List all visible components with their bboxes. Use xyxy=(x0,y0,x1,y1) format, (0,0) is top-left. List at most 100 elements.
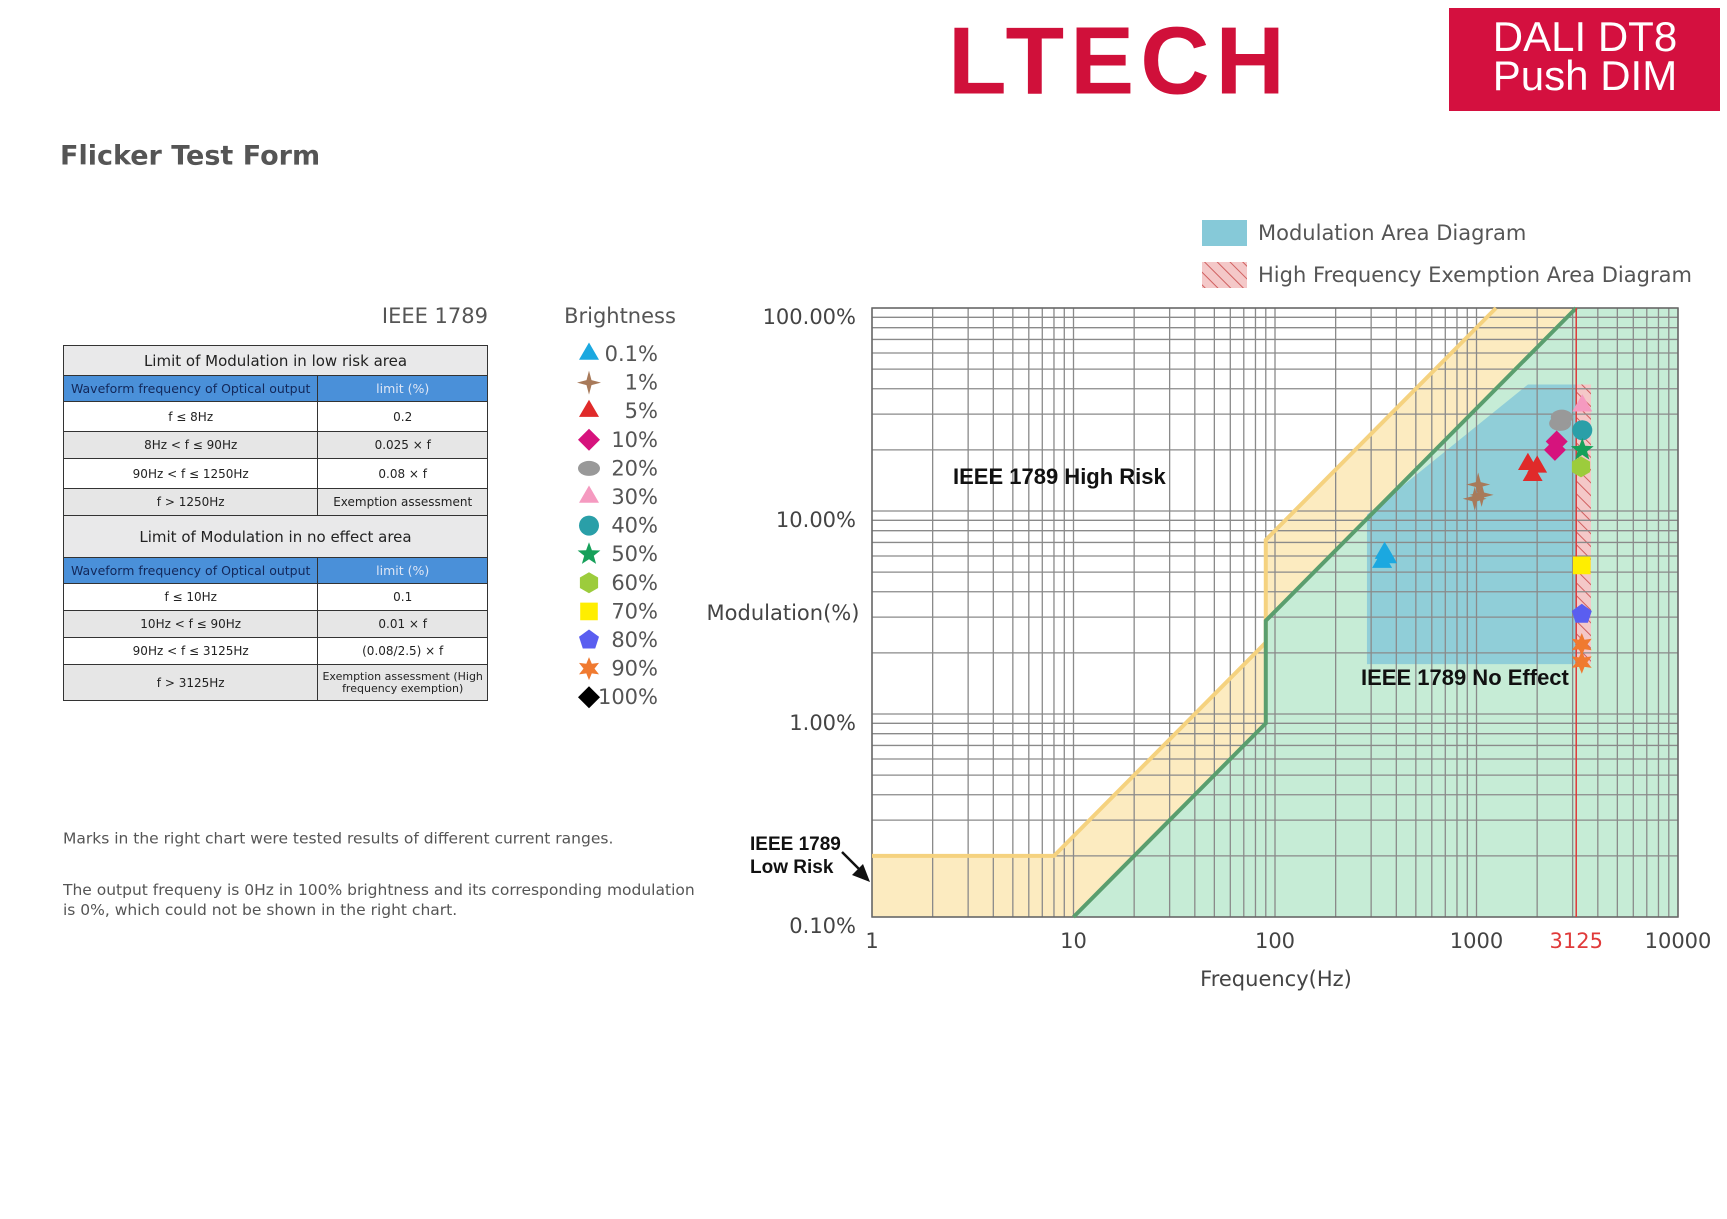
table-cell: 0.1 xyxy=(317,583,488,611)
table-row: Limit of Modulation in no effect area xyxy=(63,515,488,558)
marker xyxy=(1377,546,1398,564)
marker xyxy=(1571,650,1592,674)
marker xyxy=(1466,472,1491,497)
legend-marker xyxy=(578,460,600,476)
marker xyxy=(1462,486,1487,511)
table-cell: 8Hz < f ≤ 90Hz xyxy=(62,431,319,459)
table-cell: 0.2 xyxy=(317,401,488,432)
table-row: f ≤ 8Hz 0.2 xyxy=(62,401,488,432)
table-caption: IEEE 1789 xyxy=(382,304,488,328)
area-legend-swatch xyxy=(1202,262,1247,288)
note: The output frequeny is 0Hz in 100% brigh… xyxy=(63,881,695,919)
legend-label: 100% xyxy=(598,685,658,709)
table-cell: f ≤ 8Hz xyxy=(62,401,319,432)
x-tick-label: 3125 xyxy=(1549,929,1602,953)
note: Marks in the right chart were tested res… xyxy=(63,830,613,848)
annotation: Low Risk xyxy=(750,857,834,878)
table-row: f ≤ 10Hz 0.1 xyxy=(62,583,488,611)
marker xyxy=(1572,420,1593,441)
legend-marker xyxy=(579,342,599,360)
table-row: 8Hz < f ≤ 90Hz 0.025 × f xyxy=(62,431,488,459)
y-axis-label: Modulation(%) xyxy=(707,601,860,625)
legend-label: 40% xyxy=(611,514,658,538)
area-legend-swatch xyxy=(1202,220,1247,246)
table-cell: 10Hz < f ≤ 90Hz xyxy=(62,610,319,638)
badge-text: Push DIM xyxy=(1493,52,1677,99)
table-cell: f ≤ 10Hz xyxy=(62,583,319,611)
marker xyxy=(1550,409,1573,425)
table-row: 10Hz < f ≤ 90Hz 0.01 × f xyxy=(62,610,488,638)
limit-table: Limit of Modulation in low risk area Wave… xyxy=(62,345,488,701)
y-tick-label: 0.10% xyxy=(789,914,856,938)
plot-frame xyxy=(871,307,1679,918)
annotation: IEEE 1789 High Risk xyxy=(953,464,1167,489)
x-tick-label: 1 xyxy=(865,929,878,953)
legend-label: 70% xyxy=(611,599,658,623)
table-cell: limit (%) xyxy=(317,375,488,402)
table-cell: limit (%) xyxy=(317,557,488,584)
table-row: f > 1250Hz Exemption assessment xyxy=(62,488,488,516)
x-tick-label: 10000 xyxy=(1645,929,1712,953)
table-row: Waveform frequency of Optical output limi… xyxy=(62,557,488,584)
legend-marker xyxy=(578,428,600,451)
legend-label: 60% xyxy=(611,571,658,595)
table-cell: Waveform frequency of Optical output xyxy=(62,375,319,402)
legend-label: 1% xyxy=(625,371,658,395)
logo: LTECH xyxy=(948,7,1291,114)
table-cell: Limit of Modulation in low risk area xyxy=(63,345,488,376)
legend-marker xyxy=(579,657,599,681)
x-tick-label: 100 xyxy=(1255,929,1295,953)
marker xyxy=(1572,556,1591,575)
area xyxy=(1366,384,1577,665)
legend-marker xyxy=(580,602,598,621)
area-legend-label: High Frequency Exemption Area Diagram xyxy=(1258,263,1692,287)
marker xyxy=(1572,394,1593,412)
marker xyxy=(1571,456,1591,478)
no-effect-line xyxy=(1072,306,1578,919)
table-cell: 90Hz < f ≤ 1250Hz xyxy=(62,458,319,489)
legend-marker xyxy=(579,399,599,417)
table-cell: Exemption assessment xyxy=(317,488,488,516)
table-cell: 0.025 × f xyxy=(317,431,488,459)
marker xyxy=(1571,603,1592,623)
annotation: IEEE 1789 No Effect xyxy=(1361,665,1570,690)
table-cell: Waveform frequency of Optical output xyxy=(62,557,319,584)
y-tick-label: 1.00% xyxy=(789,711,856,735)
table-cell: 0.01 × f xyxy=(317,610,488,638)
x-tick-label: 10 xyxy=(1060,929,1087,953)
legend-marker xyxy=(577,370,601,395)
area-legend-label: Modulation Area Diagram xyxy=(1258,221,1526,245)
legend-marker xyxy=(579,515,599,536)
legend-marker xyxy=(579,572,599,594)
table-cell: Limit of Modulation in no effect area xyxy=(63,515,488,558)
legend-label: 90% xyxy=(611,657,658,681)
table-cell: (0.08/2.5) × f xyxy=(317,637,488,665)
legend-label: 10% xyxy=(611,428,658,452)
table-cell: 0.08 × f xyxy=(317,458,488,489)
legend-label: 20% xyxy=(611,456,658,480)
legend-title: Brightness xyxy=(564,304,676,328)
legend-marker xyxy=(579,629,599,649)
table-row: 90Hz < f ≤ 3125Hz (0.08/2.5) × f xyxy=(62,637,488,665)
marker xyxy=(1571,633,1592,656)
legend-label: 5% xyxy=(625,399,658,423)
annotation: IEEE 1789 xyxy=(750,834,841,855)
note-box: The output frequeny is 0Hz in 100% brigh… xyxy=(63,881,695,919)
marker xyxy=(1469,482,1494,507)
marker xyxy=(1545,430,1568,453)
legend-label: 30% xyxy=(611,485,658,509)
legend-marker xyxy=(578,686,600,709)
x-tick-label: 1000 xyxy=(1450,929,1503,953)
table-row: f > 3125Hz Exemption assessment (High fre… xyxy=(62,664,488,701)
table-cell: Exemption assessment (High frequency exe… xyxy=(317,664,488,701)
table-cell: f > 1250Hz xyxy=(62,488,319,516)
table-row: Limit of Modulation in low risk area xyxy=(63,345,488,376)
table-row: Waveform frequency of Optical output limi… xyxy=(62,375,488,402)
legend-label: 0.1% xyxy=(605,342,658,366)
marker xyxy=(1570,437,1594,460)
table-cell: 90Hz < f ≤ 3125Hz xyxy=(62,637,319,665)
page-title: Flicker Test Form xyxy=(60,141,320,172)
plot xyxy=(871,306,1679,919)
